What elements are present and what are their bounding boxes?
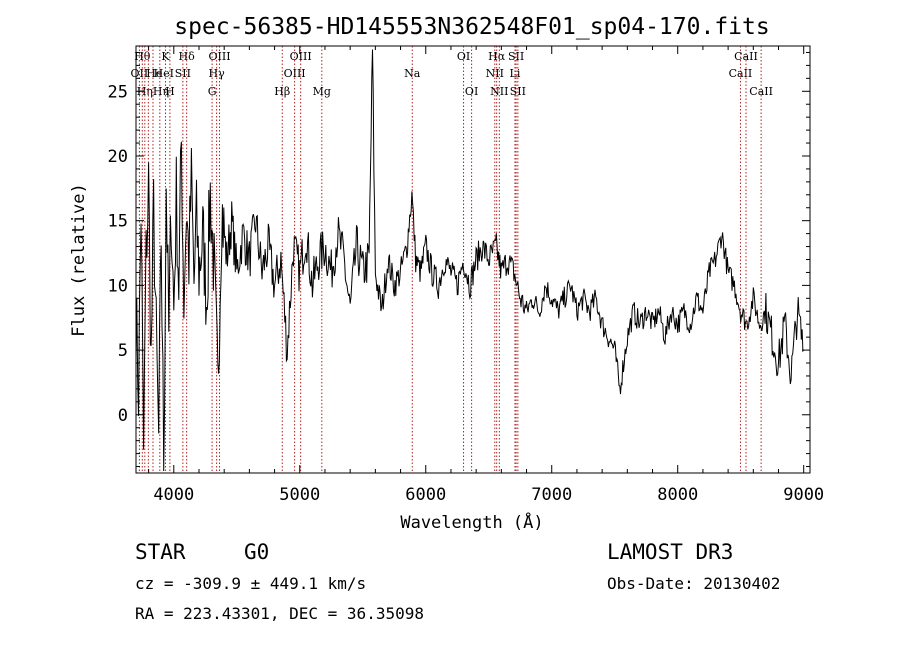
- line-marker-label: Hγ: [209, 67, 226, 80]
- x-axis-label: Wavelength (Å): [400, 511, 543, 533]
- chart-title: spec-56385-HD145553N362548F01_sp04-170.f…: [174, 14, 769, 40]
- line-marker-label: OIII: [284, 67, 306, 80]
- line-marker-label: OII: [131, 67, 149, 80]
- y-tick-label: 15: [108, 212, 128, 232]
- line-marker-label: OIII: [208, 50, 230, 63]
- line-marker-label: OI: [465, 85, 478, 98]
- redshift-velocity: cz = -309.9 ± 449.1 km/s: [135, 574, 367, 593]
- observation-date: Obs-Date: 20130402: [607, 574, 781, 593]
- line-marker-label: HeI: [154, 67, 174, 80]
- y-tick-label: 0: [118, 406, 128, 426]
- x-tick-label: 9000: [783, 485, 824, 505]
- y-tick-label: 20: [108, 147, 128, 167]
- line-marker-label: H: [165, 85, 175, 98]
- x-tick-label: 7000: [531, 485, 572, 505]
- line-marker-label: SII: [175, 67, 191, 80]
- x-tick-label: 8000: [657, 485, 698, 505]
- line-marker-label: G: [208, 85, 217, 98]
- line-marker-label: CaII: [734, 50, 758, 63]
- survey-name: LAMOST DR3: [607, 540, 734, 564]
- line-marker-label: OIII: [290, 50, 312, 63]
- line-marker-label: K: [161, 50, 170, 63]
- ra-dec-coordinates: RA = 223.43301, DEC = 36.35098: [135, 604, 424, 623]
- y-tick-label: 25: [108, 82, 128, 102]
- line-marker-label: CaII: [729, 67, 753, 80]
- line-marker-label: SII: [510, 85, 526, 98]
- line-marker-label: Hδ: [179, 50, 196, 63]
- line-marker-label: Hβ: [274, 85, 290, 98]
- line-marker-label: He: [146, 67, 162, 80]
- line-marker-label: Mg: [313, 85, 331, 98]
- line-marker-label: Hη: [137, 85, 153, 98]
- flux-line: [135, 49, 805, 472]
- object-subclass: G0: [244, 540, 270, 564]
- flux-series: [135, 49, 805, 472]
- x-tick-label: 5000: [279, 485, 320, 505]
- line-marker-label: SII: [508, 50, 524, 63]
- line-marker-label: CaII: [749, 85, 773, 98]
- spectrum-chart: spec-56385-HD145553N362548F01_sp04-170.f…: [69, 14, 824, 533]
- line-marker-label: NII: [486, 67, 504, 80]
- object-class: STAR: [135, 540, 186, 564]
- line-marker-label: OI: [457, 50, 470, 63]
- line-marker-label: Li: [510, 67, 521, 80]
- line-marker-label: Hθ: [134, 50, 151, 63]
- y-tick-label: 10: [108, 276, 128, 296]
- y-tick-label: 5: [118, 341, 128, 361]
- x-tick-label: 4000: [153, 485, 194, 505]
- x-axis: 4000 5000 6000 7000 8000 9000: [148, 46, 824, 505]
- y-axis: 0 5 10 15 20 25: [108, 51, 810, 468]
- x-tick-label: 6000: [405, 485, 446, 505]
- line-marker-label: Na: [404, 67, 421, 80]
- spectral-line-markers: OIIHθHηHeHηHeIKHSIIHδGHγOIIIHβOIIIOIIIMg…: [131, 46, 773, 473]
- y-axis-label: Flux (relative): [69, 183, 89, 337]
- line-marker-label: NII: [490, 85, 508, 98]
- line-marker-label: Hα: [488, 50, 506, 63]
